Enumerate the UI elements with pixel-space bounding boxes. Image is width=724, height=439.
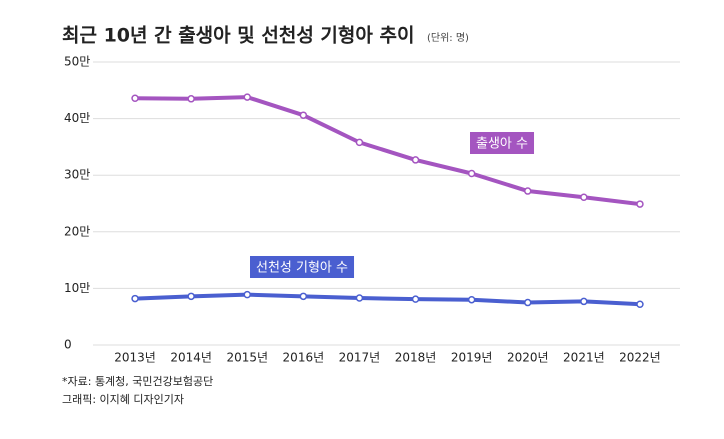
source-note: *자료: 통계청, 국민건강보험공단 (62, 375, 213, 388)
y-tick-label: 30만 (64, 168, 90, 182)
series-label: 출생아 수 (476, 137, 528, 152)
credit-note: 그래픽: 이지혜 디자인기자 (62, 393, 184, 406)
x-tick-label: 2013년 (114, 351, 156, 365)
point (467, 295, 476, 304)
x-tick-label: 2022년 (619, 351, 661, 365)
point (524, 298, 532, 307)
point (299, 111, 308, 119)
y-tick-label: 50만 (64, 55, 90, 69)
x-tick-label: 2015년 (226, 351, 268, 365)
series-line (135, 95, 641, 207)
point (411, 295, 420, 303)
point (636, 300, 644, 308)
point (299, 292, 308, 301)
y-tick-label: 0 (64, 338, 72, 352)
x-tick-label: 2016년 (283, 351, 325, 365)
point (355, 294, 364, 302)
point (467, 169, 476, 178)
series-label: 선천성 기형아 수 (256, 261, 348, 276)
grid (93, 61, 680, 346)
x-tick-label: 2020년 (507, 351, 549, 365)
chart-title: 최근 10년 간 출생아 및 선천성 기형아 추이 (62, 25, 414, 47)
point (636, 200, 644, 208)
x-tick-label: 2014년 (170, 351, 212, 365)
series-label-box (250, 256, 355, 278)
point (243, 93, 251, 101)
point (355, 138, 364, 147)
point (411, 156, 420, 164)
chart-subtitle: (단위: 명) (427, 31, 469, 44)
point (243, 290, 251, 299)
point (580, 193, 588, 202)
y-tick-label: 10만 (64, 281, 90, 295)
series-line (134, 292, 641, 307)
point (187, 95, 195, 103)
x-tick-label: 2021년 (563, 351, 605, 365)
point (131, 294, 139, 303)
point (131, 94, 139, 102)
x-tick-label: 2017년 (339, 351, 381, 365)
y-tick-label: 20만 (64, 224, 90, 238)
series-label-box (470, 132, 535, 154)
point (524, 187, 532, 195)
y-tick-label: 40만 (64, 111, 90, 125)
x-tick-label: 2018년 (395, 351, 437, 365)
x-tick-label: 2019년 (451, 351, 493, 365)
point (187, 292, 195, 301)
point (580, 297, 588, 306)
